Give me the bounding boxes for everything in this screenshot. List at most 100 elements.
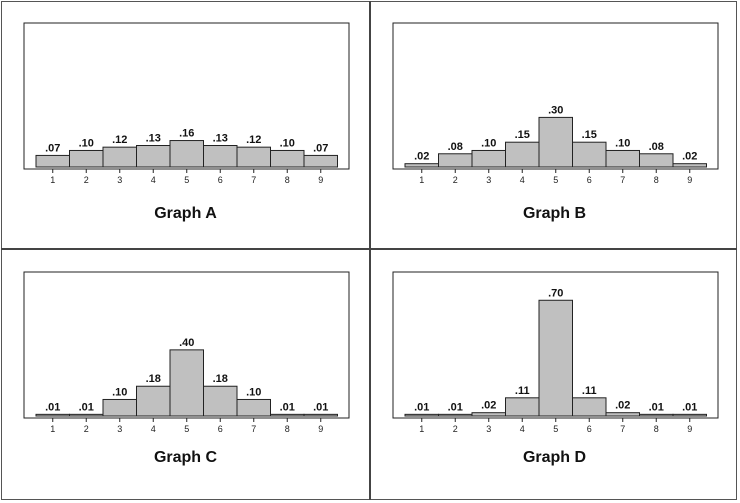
x-tick-label: 8 xyxy=(285,424,290,434)
bar xyxy=(505,397,540,417)
bar xyxy=(605,149,640,168)
bar xyxy=(270,149,305,168)
data-label: .01 xyxy=(45,401,60,413)
data-label: .01 xyxy=(414,401,429,413)
x-tick-label: 7 xyxy=(620,175,625,185)
graph-title-d: Graph D xyxy=(522,449,587,466)
x-tick-label: 3 xyxy=(486,175,491,185)
chart-graph-c: .01 1 .01 2 .10 3 .18 4 .40 5 .18 6 .10 7 .01 8 .01 9 xyxy=(23,271,350,434)
data-label: .70 xyxy=(548,287,563,299)
x-tick-label: 2 xyxy=(84,175,89,185)
data-label: .02 xyxy=(615,400,630,412)
data-label: .02 xyxy=(682,151,697,163)
x-tick-label: 9 xyxy=(318,424,323,434)
chart-graph-d: .01 1 .01 2 .02 3 .11 4 .70 5 .11 6 .02 7 .01 8 .01 9 xyxy=(392,271,719,434)
x-tick-label: 4 xyxy=(520,424,525,434)
bar xyxy=(35,154,70,168)
x-tick-label: 5 xyxy=(184,424,189,434)
data-label: .10 xyxy=(280,137,295,149)
data-label: .01 xyxy=(280,401,295,413)
bar xyxy=(639,153,674,168)
data-label: .01 xyxy=(79,401,94,413)
x-tick-label: 4 xyxy=(520,175,525,185)
x-tick-label: 8 xyxy=(654,424,659,434)
chart-graph-b: .02 1 .08 2 .10 3 .15 4 .30 5 .15 6 .10 7 .08 8 .02 9 xyxy=(392,22,719,185)
x-tick-label: 7 xyxy=(251,175,256,185)
x-tick-label: 7 xyxy=(251,424,256,434)
bar xyxy=(35,413,70,417)
data-label: .11 xyxy=(582,385,597,397)
bar xyxy=(538,299,573,417)
data-label: .07 xyxy=(313,142,328,154)
x-tick-label: 3 xyxy=(486,424,491,434)
bar xyxy=(69,413,104,417)
x-tick-label: 2 xyxy=(84,424,89,434)
x-tick-label: 2 xyxy=(453,175,458,185)
data-label: .01 xyxy=(448,401,463,413)
x-tick-label: 2 xyxy=(453,424,458,434)
x-tick-label: 8 xyxy=(654,175,659,185)
graph-title-c: Graph C xyxy=(153,449,218,466)
bar xyxy=(236,398,271,417)
data-label: .10 xyxy=(112,386,127,398)
panel-graph-c: .01 1 .01 2 .10 3 .18 4 .40 5 .18 6 .10 7 .01 8 .01 9 Gra… xyxy=(2,251,369,498)
bar xyxy=(572,141,607,168)
bar xyxy=(136,385,171,417)
x-tick-label: 8 xyxy=(285,175,290,185)
x-tick-label: 9 xyxy=(687,424,692,434)
panel-graph-d: .01 1 .01 2 .02 3 .11 4 .70 5 .11 6 .02 7 .01 8 .01 9 Gra… xyxy=(371,251,738,498)
data-label: .01 xyxy=(313,401,328,413)
graph-title-b: Graph B xyxy=(522,205,587,222)
x-tick-label: 6 xyxy=(587,175,592,185)
x-tick-label: 6 xyxy=(587,424,592,434)
bar xyxy=(438,413,473,417)
data-label: .12 xyxy=(246,134,261,146)
bar xyxy=(639,413,674,417)
x-tick-label: 7 xyxy=(620,424,625,434)
bar xyxy=(505,141,540,168)
bar xyxy=(672,413,707,417)
data-label: .13 xyxy=(213,133,228,145)
x-tick-label: 5 xyxy=(553,175,558,185)
bar xyxy=(471,149,506,168)
data-label: .10 xyxy=(481,137,496,149)
bar xyxy=(169,349,204,417)
bar xyxy=(605,412,640,417)
bar xyxy=(572,397,607,417)
data-label: .15 xyxy=(515,129,530,141)
data-label: .10 xyxy=(79,137,94,149)
x-tick-label: 1 xyxy=(50,424,55,434)
data-label: .02 xyxy=(414,151,429,163)
bar xyxy=(438,153,473,168)
data-label: .10 xyxy=(246,386,261,398)
data-label: .11 xyxy=(515,385,530,397)
data-label: .30 xyxy=(548,104,563,116)
x-tick-label: 1 xyxy=(50,175,55,185)
bar xyxy=(471,412,506,417)
bar xyxy=(404,163,439,168)
x-tick-label: 1 xyxy=(419,175,424,185)
bar xyxy=(69,149,104,168)
bar xyxy=(538,116,573,168)
bar xyxy=(270,413,305,417)
x-tick-label: 5 xyxy=(184,175,189,185)
graph-title-a: Graph A xyxy=(154,205,217,222)
bar xyxy=(672,163,707,168)
bar xyxy=(404,413,439,417)
x-tick-label: 9 xyxy=(318,175,323,185)
data-label: .10 xyxy=(615,137,630,149)
data-label: .15 xyxy=(582,129,597,141)
data-label: .18 xyxy=(146,373,161,385)
x-tick-label: 5 xyxy=(553,424,558,434)
x-tick-label: 1 xyxy=(419,424,424,434)
data-label: .40 xyxy=(179,337,194,349)
data-label: .01 xyxy=(649,401,664,413)
bar xyxy=(102,398,137,417)
data-label: .02 xyxy=(481,400,496,412)
x-tick-label: 6 xyxy=(218,175,223,185)
x-tick-label: 4 xyxy=(151,424,156,434)
data-label: .07 xyxy=(45,142,60,154)
bar xyxy=(203,385,238,417)
data-label: .16 xyxy=(179,128,194,140)
data-label: .13 xyxy=(146,133,161,145)
